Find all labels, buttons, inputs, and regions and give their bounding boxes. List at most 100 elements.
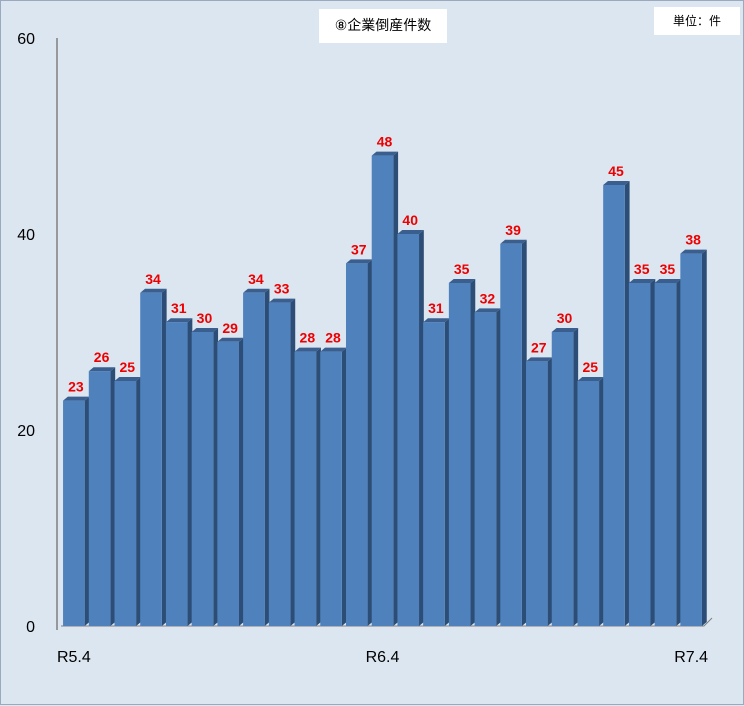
bar-top bbox=[63, 396, 90, 401]
bar-side bbox=[496, 308, 501, 626]
bar bbox=[423, 322, 445, 626]
bar-side bbox=[341, 347, 347, 626]
data-label: 33 bbox=[274, 281, 290, 297]
bar-top bbox=[165, 318, 193, 323]
bar bbox=[140, 292, 162, 626]
bar bbox=[500, 243, 522, 627]
data-label: 35 bbox=[634, 261, 650, 277]
y-tick-label: 0 bbox=[26, 619, 35, 636]
bar-top bbox=[628, 279, 656, 283]
bar-side bbox=[213, 328, 219, 626]
bar-side bbox=[290, 298, 296, 626]
bar-top bbox=[526, 357, 553, 362]
bar bbox=[63, 400, 85, 626]
bar-side bbox=[650, 279, 656, 626]
bar bbox=[448, 283, 471, 626]
bar-side bbox=[573, 328, 579, 626]
data-label: 34 bbox=[248, 271, 264, 287]
bar bbox=[680, 253, 702, 626]
data-label: 34 bbox=[145, 271, 161, 287]
bar-top bbox=[577, 377, 604, 381]
data-label: 23 bbox=[68, 379, 84, 395]
data-label: 31 bbox=[428, 300, 444, 316]
bar-top bbox=[371, 151, 399, 156]
bar-top bbox=[191, 328, 219, 332]
bar bbox=[551, 332, 574, 626]
bar-top bbox=[397, 230, 424, 234]
bar-top bbox=[268, 298, 296, 303]
bar-top bbox=[320, 347, 347, 352]
bar bbox=[217, 341, 239, 626]
x-tick-label: R7.4 bbox=[674, 649, 708, 666]
bar bbox=[345, 263, 368, 626]
bar-side bbox=[521, 239, 527, 627]
bar-top bbox=[423, 318, 450, 323]
bar-side bbox=[624, 181, 630, 626]
y-tick-label: 60 bbox=[17, 31, 35, 48]
y-tick-label: 20 bbox=[17, 423, 35, 440]
bar-top bbox=[654, 279, 682, 283]
bar bbox=[88, 371, 111, 626]
bar-side bbox=[84, 396, 90, 626]
data-label: 40 bbox=[402, 212, 418, 228]
bar bbox=[165, 322, 188, 626]
data-label: 29 bbox=[222, 320, 238, 336]
bar-side bbox=[110, 367, 116, 626]
bar bbox=[268, 302, 291, 626]
bar-side bbox=[264, 288, 270, 626]
bar bbox=[577, 381, 600, 626]
bar-top bbox=[243, 288, 270, 293]
bar-side bbox=[187, 318, 193, 626]
bar-top bbox=[294, 347, 321, 352]
data-label: 37 bbox=[351, 241, 367, 257]
bar-top bbox=[551, 328, 579, 332]
bar-side bbox=[367, 259, 373, 626]
bar-side bbox=[599, 377, 604, 626]
bar bbox=[397, 234, 420, 626]
bar-top bbox=[448, 279, 476, 283]
data-label: 38 bbox=[685, 232, 701, 248]
data-label: 30 bbox=[197, 310, 213, 326]
bar-side bbox=[393, 151, 399, 626]
data-label: 35 bbox=[660, 261, 676, 277]
bar-top bbox=[500, 239, 527, 244]
data-label: 25 bbox=[582, 359, 598, 375]
bar-top bbox=[217, 337, 244, 342]
bar-side bbox=[419, 230, 424, 626]
bar-side bbox=[161, 288, 167, 626]
data-label: 32 bbox=[480, 290, 496, 306]
chart-title: ⑧企業倒産件数 bbox=[319, 9, 447, 43]
bar-side bbox=[470, 279, 476, 626]
data-label: 28 bbox=[300, 330, 316, 346]
bar bbox=[294, 351, 317, 626]
bar bbox=[603, 185, 625, 626]
data-label: 28 bbox=[325, 330, 341, 346]
bar-side bbox=[238, 337, 244, 626]
bar bbox=[114, 381, 137, 626]
data-label: 45 bbox=[608, 163, 624, 179]
bar bbox=[243, 292, 265, 626]
bar bbox=[371, 155, 394, 626]
bar-top bbox=[88, 367, 116, 372]
bar bbox=[654, 283, 677, 626]
y-tick-label: 40 bbox=[17, 227, 35, 244]
data-label: 26 bbox=[94, 349, 110, 365]
bar-top bbox=[474, 308, 501, 313]
data-label: 27 bbox=[531, 339, 547, 355]
data-label: 35 bbox=[454, 261, 470, 277]
bar bbox=[526, 361, 548, 626]
bar bbox=[474, 312, 497, 626]
x-tick-label: R5.4 bbox=[57, 649, 91, 666]
bar bbox=[191, 332, 214, 626]
data-label: 39 bbox=[505, 222, 521, 238]
data-label: 31 bbox=[171, 300, 187, 316]
bar-top bbox=[345, 259, 373, 264]
bar-side bbox=[444, 318, 450, 626]
bar-top bbox=[114, 377, 141, 381]
data-label: 30 bbox=[557, 310, 573, 326]
bar-side bbox=[547, 357, 553, 626]
bar-side bbox=[701, 249, 707, 626]
data-label: 48 bbox=[377, 134, 393, 150]
